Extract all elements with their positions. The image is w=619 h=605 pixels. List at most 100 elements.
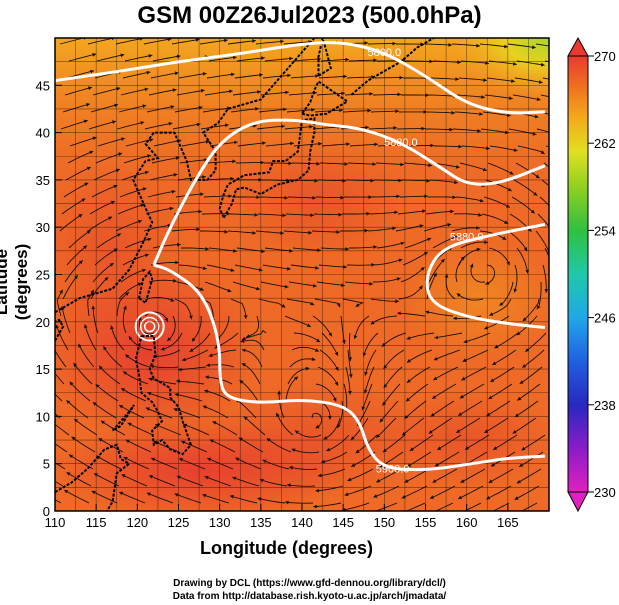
streamline (319, 349, 339, 371)
streamline (349, 332, 351, 362)
streamline (425, 210, 454, 215)
streamline-arrow (123, 457, 128, 461)
streamline (181, 140, 210, 147)
streamline (517, 145, 545, 155)
streamline (470, 263, 486, 283)
streamline (404, 237, 432, 249)
streamline-arrow (140, 121, 145, 125)
streamline-arrow (373, 494, 378, 498)
streamline-arrow (178, 367, 182, 372)
streamline (63, 489, 90, 504)
y-tick-label: 20 (36, 315, 50, 330)
streamline (284, 315, 312, 328)
streamline (395, 224, 424, 232)
streamline-arrow (494, 344, 499, 349)
streamline-arrow (110, 325, 114, 330)
streamline (320, 247, 350, 250)
streamline (513, 264, 518, 293)
streamline-arrow (174, 71, 179, 76)
streamline (513, 179, 538, 196)
streamline (148, 279, 177, 283)
streamline-arrow (432, 479, 437, 483)
streamline (522, 349, 545, 369)
streamline-arrow (310, 301, 315, 306)
streamline-arrow (167, 337, 172, 342)
streamline (460, 241, 488, 249)
streamline-arrow (88, 86, 92, 91)
streamline (174, 106, 203, 113)
streamline-arrow (461, 376, 466, 381)
streamline (95, 152, 123, 164)
contour-label: 5900.0 (376, 463, 410, 475)
streamline (286, 298, 315, 306)
streamline (97, 137, 126, 147)
streamline (78, 343, 95, 368)
streamline-arrow (95, 384, 100, 388)
streamline-arrow (153, 440, 158, 445)
streamline (348, 59, 378, 62)
streamline-arrow (317, 473, 322, 478)
streamline (375, 417, 397, 439)
colorbar-tick-label: 262 (594, 136, 616, 151)
x-tick-label: 155 (415, 515, 437, 530)
streamline (545, 145, 549, 148)
streamline (323, 417, 341, 440)
x-tick-label: 165 (497, 515, 519, 530)
y-tick-label: 40 (36, 126, 50, 141)
streamline (265, 142, 294, 147)
streamline-arrow (200, 88, 205, 93)
streamline (178, 264, 207, 270)
streamline-arrow (66, 400, 71, 404)
streamline-arrow (204, 158, 208, 162)
streamline-arrow (121, 137, 125, 141)
streamline-arrow (113, 184, 118, 189)
streamline (147, 190, 176, 198)
streamline (241, 329, 267, 341)
streamline-arrow (395, 109, 399, 114)
streamline (371, 195, 401, 198)
streamline (507, 230, 528, 252)
streamline (119, 187, 147, 198)
streamline (204, 90, 233, 96)
streamline-arrow (353, 335, 358, 339)
streamline (123, 456, 150, 470)
streamline (256, 125, 285, 130)
streamline (347, 349, 352, 378)
streamline (344, 281, 373, 285)
streamline (62, 274, 79, 300)
streamline-arrow (84, 182, 89, 187)
streamline (153, 139, 182, 147)
streamline-arrow (103, 346, 107, 351)
streamline (288, 92, 317, 96)
streamline (451, 43, 480, 47)
streamline-arrow (256, 195, 260, 200)
streamline-arrow (289, 465, 293, 470)
streamline-arrow (469, 263, 474, 268)
streamline-arrow (313, 504, 317, 509)
streamline-arrow (121, 474, 126, 478)
streamline (98, 437, 124, 453)
streamline (423, 43, 453, 46)
streamline-arrow (321, 459, 325, 464)
streamline (382, 383, 401, 407)
streamline (202, 494, 230, 504)
streamline (406, 332, 435, 340)
streamline (454, 111, 483, 115)
streamline-arrow (283, 107, 287, 112)
streamline (540, 94, 549, 98)
streamline (55, 372, 65, 385)
streamline (148, 89, 177, 96)
streamline-arrow (348, 374, 353, 378)
streamline-arrow (513, 62, 517, 66)
streamline (344, 93, 374, 96)
streamline-arrow (392, 41, 396, 46)
contour-line (425, 222, 546, 329)
coastline (301, 80, 350, 117)
streamline (241, 362, 261, 385)
streamline (171, 38, 200, 45)
streamline-arrow (205, 375, 209, 380)
streamline-arrow (127, 422, 132, 427)
streamline-arrow (522, 317, 527, 322)
streamline-arrow (346, 142, 350, 146)
streamline (288, 281, 317, 287)
